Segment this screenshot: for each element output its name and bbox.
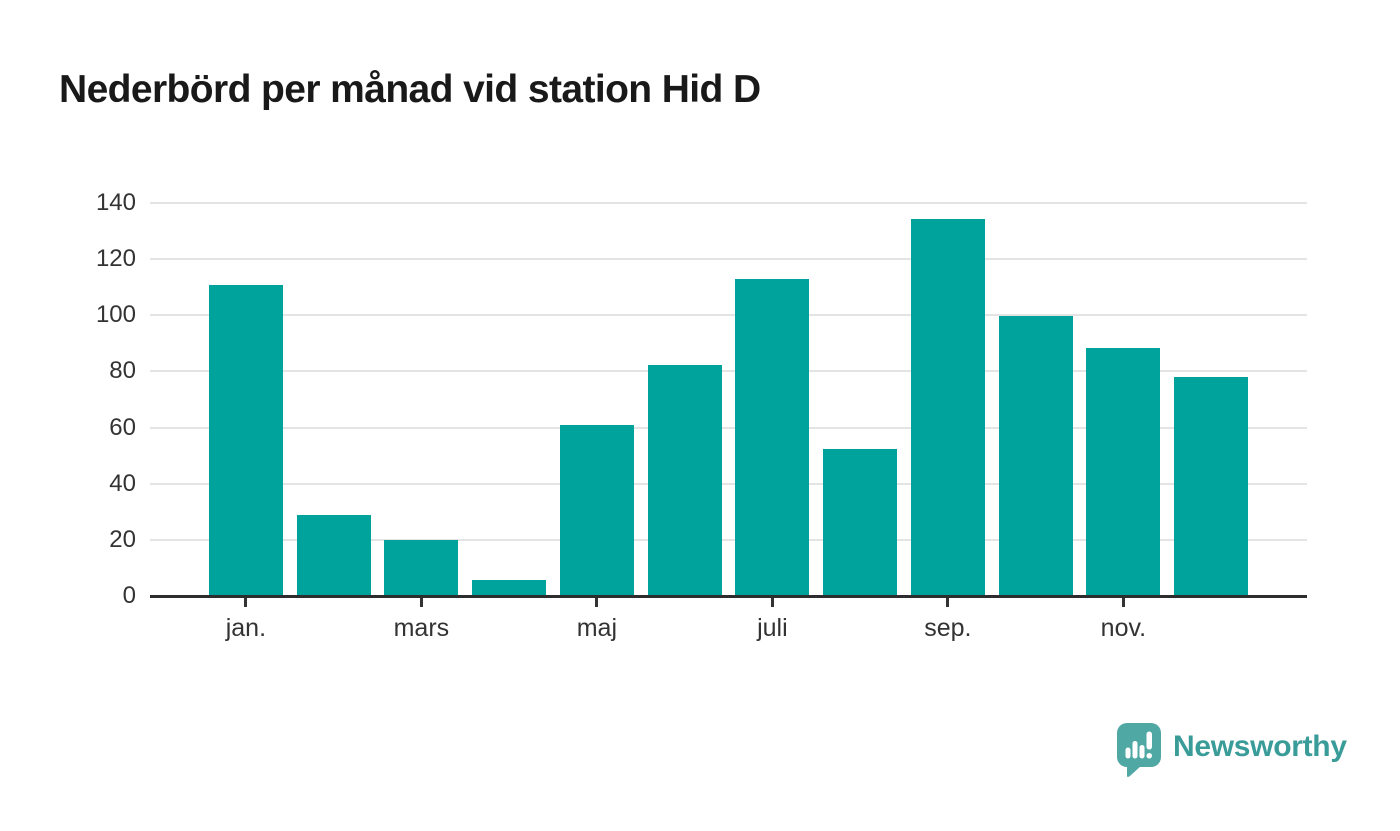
x-axis-label-sep.: sep.: [924, 614, 972, 642]
x-axis-label-maj: maj: [576, 614, 618, 642]
chart-title: Nederbörd per månad vid station Hid D: [59, 68, 761, 111]
bar-apr.: [472, 579, 547, 595]
y-axis-label-100: 100: [95, 301, 136, 329]
bar-dec.: [1174, 377, 1249, 595]
bar-mars: [384, 540, 459, 595]
gridline-80: [150, 370, 1307, 373]
bar-feb.: [296, 514, 371, 595]
bar-sep.: [910, 218, 985, 595]
bar-aug.: [823, 449, 898, 595]
y-axis-label-0: 0: [122, 582, 136, 609]
gridline-20: [150, 538, 1307, 541]
x-axis-label-nov.: nov.: [1100, 614, 1147, 642]
gridline-140: [150, 202, 1307, 204]
x-axis-label-mars: mars: [393, 614, 450, 642]
newsworthy-logo-icon: [1117, 723, 1161, 777]
gridline-60: [150, 426, 1307, 429]
x-tick-maj: [595, 598, 599, 607]
y-axis-label-120: 120: [95, 245, 136, 273]
bar-juni: [647, 364, 722, 595]
bar-maj: [559, 425, 634, 595]
y-axis-label-140: 140: [95, 189, 136, 216]
bar-juli: [735, 279, 810, 595]
bar-jan.: [208, 284, 283, 595]
x-axis-line: [150, 595, 1307, 598]
y-axis-label-20: 20: [109, 525, 136, 553]
x-tick-nov.: [1121, 598, 1125, 607]
y-axis-label-40: 40: [109, 469, 136, 497]
x-axis-label-jan.: jan.: [225, 614, 267, 642]
gridline-40: [150, 482, 1307, 485]
x-tick-mars: [419, 598, 423, 607]
x-tick-jan.: [244, 598, 248, 607]
y-axis-label-60: 60: [109, 413, 136, 441]
gridline-100: [150, 314, 1307, 317]
x-axis-label-juli: juli: [757, 614, 788, 642]
x-tick-juli: [770, 598, 774, 607]
gridline-120: [150, 258, 1307, 261]
y-axis-label-80: 80: [109, 357, 136, 385]
bar-nov.: [1086, 347, 1161, 595]
bar-okt.: [998, 315, 1073, 595]
x-tick-sep.: [946, 598, 950, 607]
newsworthy-logo: Newsworthy: [1116, 722, 1347, 779]
newsworthy-logo-text: Newsworthy: [1173, 730, 1347, 763]
